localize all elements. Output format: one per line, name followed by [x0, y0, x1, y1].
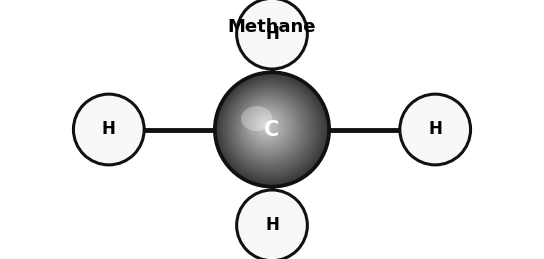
Ellipse shape: [242, 100, 295, 154]
Ellipse shape: [230, 88, 310, 168]
Text: Methane: Methane: [228, 18, 316, 36]
Ellipse shape: [227, 85, 314, 172]
Ellipse shape: [225, 83, 317, 174]
Ellipse shape: [241, 106, 273, 131]
Ellipse shape: [244, 102, 293, 152]
Ellipse shape: [264, 123, 268, 127]
Ellipse shape: [259, 118, 274, 133]
Ellipse shape: [228, 86, 312, 170]
Text: H: H: [265, 25, 279, 43]
Ellipse shape: [237, 190, 307, 259]
Text: H: H: [428, 120, 442, 139]
Ellipse shape: [217, 74, 327, 185]
Ellipse shape: [400, 94, 471, 165]
Ellipse shape: [237, 0, 307, 69]
Ellipse shape: [240, 99, 297, 156]
Ellipse shape: [254, 113, 280, 139]
Ellipse shape: [255, 114, 278, 137]
Text: C: C: [264, 119, 280, 140]
Ellipse shape: [252, 111, 282, 141]
Ellipse shape: [250, 109, 285, 143]
Ellipse shape: [220, 78, 323, 181]
Ellipse shape: [237, 95, 301, 160]
Ellipse shape: [235, 93, 304, 162]
Text: H: H: [102, 120, 116, 139]
Ellipse shape: [233, 92, 306, 164]
Ellipse shape: [261, 120, 272, 131]
Ellipse shape: [73, 94, 144, 165]
Ellipse shape: [257, 116, 276, 135]
Ellipse shape: [247, 106, 289, 147]
Ellipse shape: [245, 104, 291, 149]
Ellipse shape: [223, 81, 318, 176]
Ellipse shape: [238, 97, 299, 158]
Ellipse shape: [221, 79, 320, 178]
Ellipse shape: [262, 121, 270, 129]
Ellipse shape: [218, 76, 325, 183]
Ellipse shape: [249, 107, 287, 146]
Ellipse shape: [215, 72, 329, 187]
Ellipse shape: [232, 90, 308, 166]
Text: H: H: [265, 216, 279, 234]
